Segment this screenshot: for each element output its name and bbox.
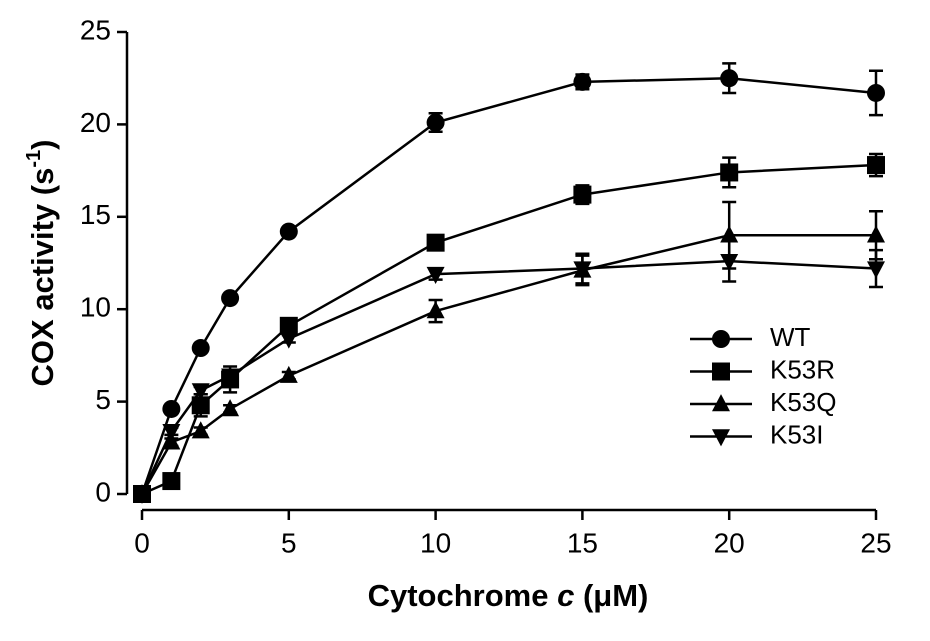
marker [720,69,739,88]
marker [712,394,730,412]
y-axis-label: COX activity (s-1) [23,140,60,387]
series-line [140,76,877,495]
marker [712,330,730,348]
marker [279,365,298,383]
legend-label: WT [770,322,811,352]
legend-label: K53Q [770,387,837,417]
marker [712,429,730,447]
marker [426,113,445,132]
series-line [141,163,877,496]
marker [221,289,240,308]
marker [426,233,445,252]
marker [573,261,592,279]
y-tick-label: 0 [95,476,111,507]
marker [191,383,210,401]
marker [133,486,151,504]
marker [191,339,210,358]
marker [221,368,240,386]
series-line [140,259,877,495]
marker [162,472,181,491]
x-tick-label: 20 [714,527,745,558]
marker [720,163,739,182]
marker [279,331,298,349]
legend-label: K53R [770,354,835,384]
marker [867,83,885,102]
marker [720,225,739,243]
y-tick-label: 10 [80,292,111,323]
marker [191,421,210,439]
marker [712,362,730,381]
marker [867,156,885,175]
x-tick-label: 0 [134,527,150,558]
y-tick-label: 25 [80,14,111,45]
marker [191,396,210,415]
marker [162,399,181,418]
marker [221,399,240,417]
marker [426,266,445,284]
marker [720,253,739,272]
marker [867,261,885,279]
legend-label: K53I [770,419,824,449]
x-tick-label: 25 [860,527,891,558]
y-tick-label: 5 [95,384,111,415]
marker [279,316,298,335]
x-tick-label: 15 [567,527,598,558]
x-tick-label: 10 [420,527,451,558]
marker [426,301,445,319]
x-axis-label: Cytochrome c (μM) [368,578,649,613]
y-tick-label: 20 [80,107,111,138]
y-tick-label: 15 [80,199,111,230]
marker [573,185,592,204]
marker [279,222,298,241]
marker [867,225,885,243]
marker [573,72,592,91]
x-tick-label: 5 [281,527,297,558]
marker [162,423,181,442]
